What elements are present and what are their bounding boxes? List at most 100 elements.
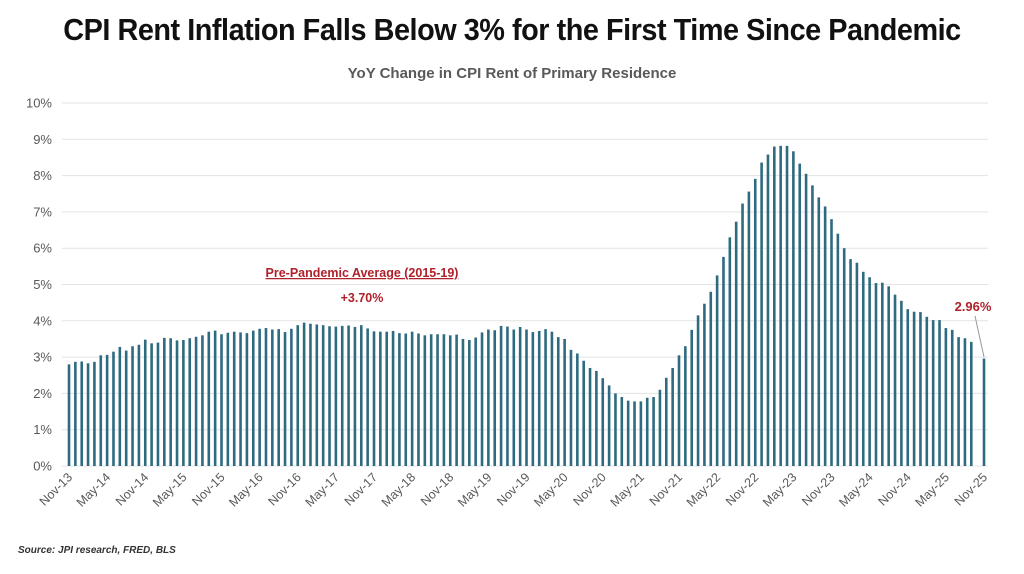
bar (436, 334, 439, 466)
x-tick-label: Nov-19 (494, 470, 532, 508)
bar (544, 329, 547, 466)
source-note: Source: JPI research, FRED, BLS (18, 545, 176, 556)
bar (881, 282, 884, 466)
bar (696, 315, 700, 466)
bar (760, 162, 763, 467)
bar (468, 340, 471, 466)
bar (900, 300, 903, 466)
bar (461, 338, 465, 466)
x-tick-label: May-22 (684, 470, 723, 509)
bar (893, 294, 897, 466)
bar (175, 340, 179, 466)
bar (709, 291, 713, 466)
bar (849, 259, 852, 466)
bar (239, 332, 242, 466)
bar (105, 354, 109, 466)
annotation-leader-line (974, 315, 985, 358)
bar (290, 328, 293, 466)
bar (226, 332, 230, 466)
bar (645, 397, 649, 466)
bar (595, 370, 598, 466)
annotation-latest-value: 2.96% (955, 299, 992, 314)
x-tick-label: Nov-18 (418, 470, 456, 508)
bar (741, 203, 744, 466)
bar (747, 191, 751, 466)
bar (448, 335, 452, 466)
bar (817, 197, 821, 466)
bar (582, 360, 585, 466)
bars (67, 145, 986, 467)
x-tick-label: Nov-24 (875, 470, 913, 508)
bar (143, 339, 147, 466)
bar (315, 324, 319, 466)
bar (474, 337, 477, 466)
bar (728, 237, 732, 466)
bar (734, 221, 738, 466)
bar (830, 219, 833, 466)
bar (379, 331, 382, 466)
bar (957, 337, 960, 466)
y-tick-label: 3% (33, 350, 52, 365)
x-tick-label: Nov-17 (342, 470, 380, 508)
bar (404, 333, 408, 466)
bar (487, 329, 490, 466)
bar (442, 334, 446, 466)
bar (639, 401, 643, 466)
y-tick-label: 5% (33, 277, 52, 292)
bar (912, 311, 916, 466)
bar (855, 262, 859, 466)
bar (969, 341, 973, 466)
bar (429, 334, 433, 466)
bar (607, 385, 611, 466)
bar (601, 378, 605, 466)
bar (124, 350, 128, 466)
bar (677, 355, 681, 466)
bar (823, 206, 827, 466)
bar (251, 330, 255, 466)
bar (328, 326, 331, 466)
bar (499, 325, 503, 466)
x-tick-label: Nov-20 (570, 470, 608, 508)
bar (842, 248, 846, 466)
bar (74, 361, 77, 466)
x-tick-label: May-14 (74, 470, 113, 509)
bar (588, 367, 592, 466)
bar (372, 331, 376, 466)
bar (556, 337, 560, 466)
y-tick-label: 0% (33, 459, 52, 474)
bar (753, 178, 757, 466)
bar (410, 331, 414, 466)
bar (340, 325, 344, 466)
bar (963, 338, 967, 466)
y-tick-label: 10% (26, 96, 52, 111)
x-tick-label: May-21 (608, 470, 647, 509)
bar (398, 333, 401, 466)
bar (93, 361, 96, 466)
gridlines (62, 102, 988, 467)
x-tick-label: May-25 (913, 470, 952, 509)
bar (919, 312, 922, 466)
x-tick-label: May-15 (150, 470, 189, 509)
x-tick-label: May-19 (455, 470, 494, 509)
annotations: Pre-Pandemic Average (2015-19) +3.70% 2.… (266, 266, 992, 358)
bar (213, 330, 217, 466)
bar (569, 349, 573, 466)
bar (703, 303, 706, 466)
bar (531, 332, 535, 466)
bar (931, 320, 935, 466)
y-tick-label: 6% (33, 241, 52, 256)
bar (887, 286, 890, 466)
bar (537, 330, 541, 466)
bar (576, 353, 579, 466)
annotation-pre-pandemic-average: Pre-Pandemic Average (2015-19) (266, 266, 459, 280)
bar (658, 389, 662, 466)
bar (283, 332, 287, 466)
bar (99, 355, 103, 466)
x-tick-label: Nov-13 (37, 470, 75, 508)
bar (150, 343, 153, 466)
x-tick-label: May-24 (836, 470, 875, 509)
bar (944, 328, 948, 466)
bar (347, 325, 350, 466)
